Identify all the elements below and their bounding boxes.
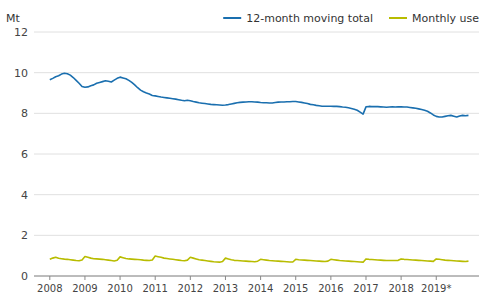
x-tick — [49, 276, 50, 280]
x-tick — [190, 276, 191, 280]
legend-label: 12-month moving total — [246, 12, 373, 25]
legend-item: Monthly use — [389, 12, 479, 25]
x-tick-label: 2011 — [142, 283, 167, 294]
grid-line — [34, 32, 479, 33]
y-tick-label: 12 — [14, 26, 28, 39]
y-axis-label: Mt — [6, 12, 20, 25]
y-tick-label: 4 — [21, 189, 28, 202]
grid-line — [34, 194, 479, 195]
lines — [50, 73, 469, 262]
x-tick-label: 2018 — [388, 283, 413, 294]
y-tick-label: 0 — [21, 270, 28, 283]
legend: 12-month moving total Monthly use — [223, 12, 479, 25]
legend-swatch — [223, 17, 241, 19]
x-tick — [155, 276, 156, 280]
y-tick-label: 6 — [21, 148, 28, 161]
x-tick-label: 2014 — [248, 283, 273, 294]
y-tick-label: 2 — [21, 229, 28, 242]
x-tick-label: 2010 — [107, 283, 132, 294]
x-tick — [120, 276, 121, 280]
y-grid — [34, 32, 479, 276]
x-tick-label: 2017 — [353, 283, 378, 294]
x-tick — [365, 276, 366, 280]
grid-line — [34, 72, 479, 73]
y-tick-label: 8 — [21, 107, 28, 120]
x-tick-label: 2019* — [421, 283, 451, 294]
x-tick-label: 2016 — [318, 283, 343, 294]
x-tick-label: 2009 — [72, 283, 97, 294]
chart: 0 2 4 6 8 10 12 2008 2009 2010 2011 2012 2013 2014 201… — [0, 0, 491, 302]
x-tick — [330, 276, 331, 280]
grid-line — [34, 113, 479, 114]
x-tick — [225, 276, 226, 280]
grid-line — [34, 154, 479, 155]
grid-line — [34, 235, 479, 236]
legend-item: 12-month moving total — [223, 12, 373, 25]
x-tick — [436, 276, 437, 280]
x-tick — [84, 276, 85, 280]
y-tick-label: 10 — [14, 67, 28, 80]
series-line — [50, 73, 469, 117]
x-tick-label: 2015 — [283, 283, 308, 294]
x-tick-label: 2013 — [213, 283, 238, 294]
legend-swatch — [389, 17, 407, 19]
x-tick-label: 2008 — [37, 283, 62, 294]
x-tick — [401, 276, 402, 280]
grid-line — [34, 276, 479, 277]
legend-label: Monthly use — [412, 12, 479, 25]
x-axis-line — [34, 276, 479, 277]
series-line — [50, 256, 469, 262]
x-tick — [260, 276, 261, 280]
x-tick-label: 2012 — [178, 283, 203, 294]
x-tick — [295, 276, 296, 280]
